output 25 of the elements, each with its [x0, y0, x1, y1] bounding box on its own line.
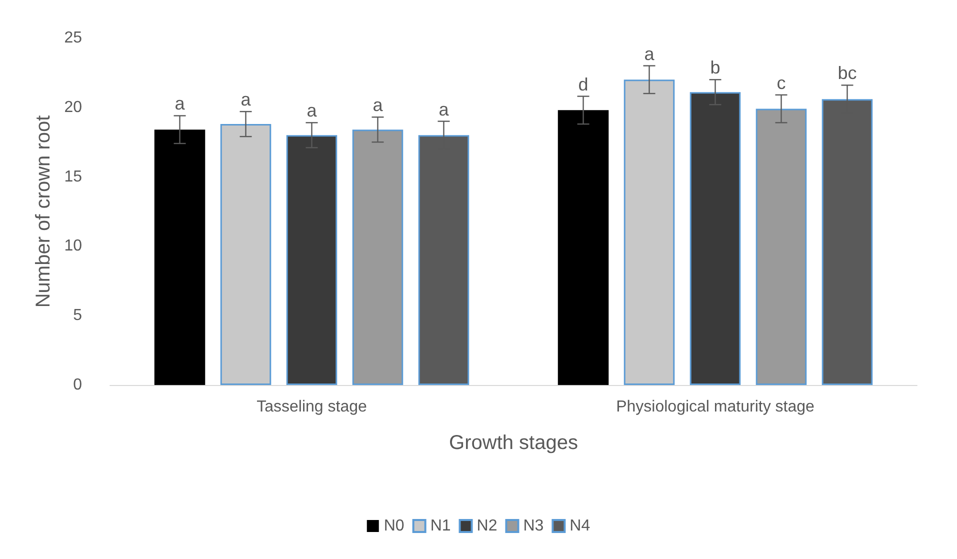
- data-label: b: [710, 58, 720, 78]
- legend-label: N0: [384, 518, 404, 534]
- data-label: a: [240, 90, 252, 110]
- legend-label: N1: [430, 518, 451, 534]
- y-axis-title: Number of crown root: [32, 114, 54, 308]
- y-tick-label: 10: [64, 238, 82, 255]
- y-tick-label: 20: [64, 98, 82, 116]
- x-axis-title: Growth stages: [449, 432, 578, 454]
- x-tick-label: Tasseling stage: [256, 398, 367, 416]
- x-tick-label: Physiological maturity stage: [616, 398, 815, 416]
- data-label: a: [174, 94, 186, 114]
- data-label: a: [372, 95, 384, 116]
- data-label: d: [578, 74, 588, 94]
- data-label: a: [306, 100, 318, 121]
- y-tick-label: 0: [73, 376, 82, 394]
- legend-label: N4: [570, 518, 590, 534]
- legend-label: N3: [523, 518, 544, 534]
- y-tick-label: 5: [73, 307, 82, 324]
- y-tick-label: 25: [64, 30, 82, 46]
- data-label: c: [776, 72, 786, 93]
- legend-label: N2: [476, 518, 498, 534]
- y-tick-label: 15: [64, 168, 82, 186]
- data-label: a: [438, 99, 450, 120]
- data-label: a: [644, 44, 656, 64]
- data-label: bc: [838, 63, 857, 84]
